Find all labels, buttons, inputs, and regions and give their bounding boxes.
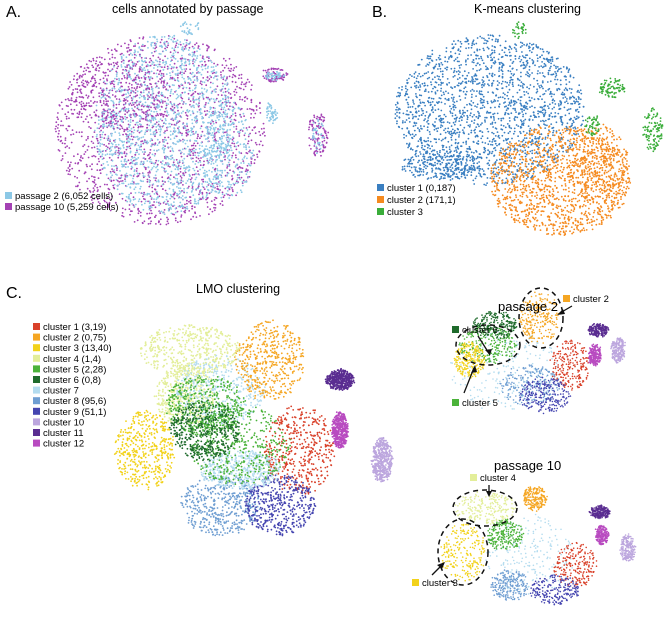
legend-swatch [377,184,384,191]
legend-swatch [33,354,40,362]
legend-swatch [33,365,40,373]
legend-swatch [33,397,40,405]
annotation-cluster-3: cluster 3 [422,578,458,589]
legend-label: passage 2 (6,052 cells) [15,191,113,202]
cluster5-highlight-ellipse [455,324,521,366]
legend-swatch [33,418,40,426]
legend-swatch [33,323,40,330]
panel-c-scatter [113,319,394,537]
legend-swatch [33,429,40,436]
legend-swatch [5,192,12,199]
legend-swatch [377,196,384,203]
panel-a-letter: A. [6,4,21,21]
legend-swatch [33,407,40,415]
panel-a-title: cells annotated by passage [112,2,264,16]
cluster3-highlight-ellipse [437,518,489,586]
legend-swatch [33,333,40,341]
legend-label: passage 10 (5,259 cells) [15,202,119,213]
legend-label: cluster 4 (1,4) [43,354,101,365]
annotation-cluster-5: cluster 5 [462,398,498,409]
legend-label: cluster 11 [43,428,83,439]
passage10-annotations: cluster 4 cluster 3 [412,473,518,589]
legend-label: cluster 9 (51,1) [43,407,106,418]
panel-c-title: LMO clustering [196,282,280,296]
passage2-title: passage 2 [498,299,558,314]
legend-label: cluster 6 (0,8) [43,375,101,386]
legend-label: cluster 10 [43,417,84,428]
arrow-head-icon [486,491,492,497]
legend-swatch [33,386,40,394]
annotation-swatch [412,579,419,586]
arrow-head-icon [485,349,492,355]
legend-label: cluster 5 (2,28) [43,364,106,375]
cluster4-highlight-ellipse [452,489,518,527]
arrow-head-icon [471,365,477,373]
legend-label: cluster 1 (3,19) [43,322,106,333]
legend-swatch [33,439,40,447]
passage2-scatter [450,291,626,415]
panel-a-legend: passage 2 (6,052 cells) passage 10 (5,25… [5,191,119,213]
panel-a-scatter [54,21,330,226]
cluster2-highlight-ellipse [518,287,564,349]
panel-c-legend: cluster 1 (3,19)cluster 2 (0,75)cluster … [33,322,112,450]
annotation-swatch [452,399,459,406]
legend-label: cluster 2 (0,75) [43,333,106,344]
legend-swatch [33,344,40,352]
arrow-head-icon [557,309,565,315]
annotation-cluster-4: cluster 4 [480,473,516,484]
panel-b-title: K-means clustering [474,2,581,16]
legend-label: cluster 7 [43,386,79,397]
arrow-head-icon [437,562,445,569]
panel-b-letter: B. [372,4,387,21]
legend-label: cluster 8 (95,6) [43,396,106,407]
legend-label: cluster 2 (171,1) [387,195,456,206]
passage10-scatter [440,486,637,606]
legend-swatch [33,376,40,383]
legend-swatch [377,208,384,215]
legend-label: cluster 12 [43,439,84,450]
legend-label: cluster 1 (0,187) [387,183,456,194]
annotation-swatch [563,295,570,302]
panel-b-legend: cluster 1 (0,187) cluster 2 (171,1) clus… [377,183,456,218]
annotation-cluster-6: cluster 6 [462,325,498,336]
legend-label: cluster 3 (13,40) [43,343,112,354]
panel-b-scatter [394,21,664,237]
passage2-annotations: cluster 6 cluster 2 cluster 5 [452,287,609,409]
annotation-cluster-2: cluster 2 [573,294,609,305]
panel-c-letter: C. [6,285,22,302]
legend-swatch [5,203,12,210]
legend-label: cluster 3 [387,207,423,218]
passage10-title: passage 10 [494,458,561,473]
annotation-swatch [470,474,477,481]
annotation-swatch [452,326,459,333]
